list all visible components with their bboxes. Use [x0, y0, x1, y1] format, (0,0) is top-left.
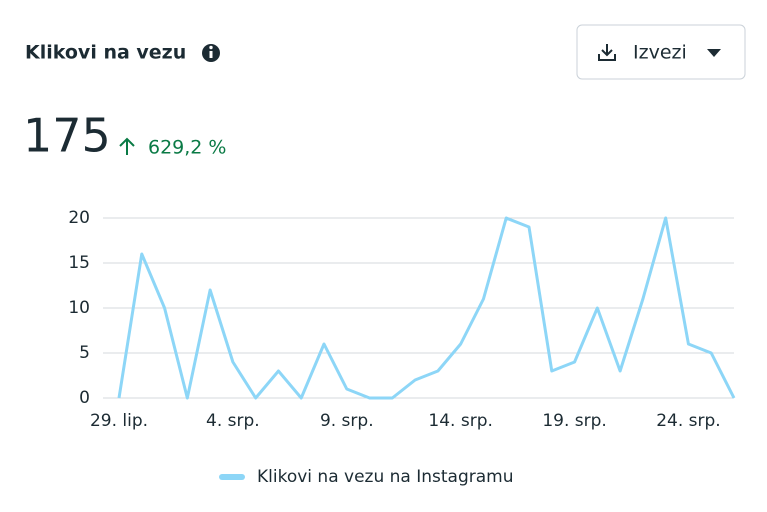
- export-label[interactable]: Izvezi: [633, 42, 687, 64]
- info-icon: [202, 44, 220, 62]
- export-button[interactable]: Izvezi: [576, 24, 746, 80]
- y-tick-label: 5: [79, 343, 90, 363]
- x-tick-label: 14. srp.: [428, 411, 492, 431]
- y-tick-label: 0: [79, 388, 90, 408]
- total-value: 175: [23, 109, 111, 163]
- series-line: [117, 216, 736, 400]
- x-tick-label: 4. srp.: [206, 411, 260, 431]
- card-title: Klikovi na vezu: [25, 42, 186, 64]
- x-tick-label: 9. srp.: [320, 411, 374, 431]
- x-tick-label: 29. lip.: [90, 411, 148, 431]
- y-tick-label: 15: [68, 253, 90, 273]
- up-arrow: [119, 137, 135, 155]
- x-tick-label: 24. srp.: [656, 411, 720, 431]
- x-tick-label: 19. srp.: [542, 411, 606, 431]
- legend-label: Klikovi na vezu na Instagramu: [257, 467, 514, 487]
- y-tick-label: 20: [68, 208, 90, 228]
- y-tick-label: 10: [68, 298, 90, 318]
- change-value: 629,2 %: [148, 137, 227, 159]
